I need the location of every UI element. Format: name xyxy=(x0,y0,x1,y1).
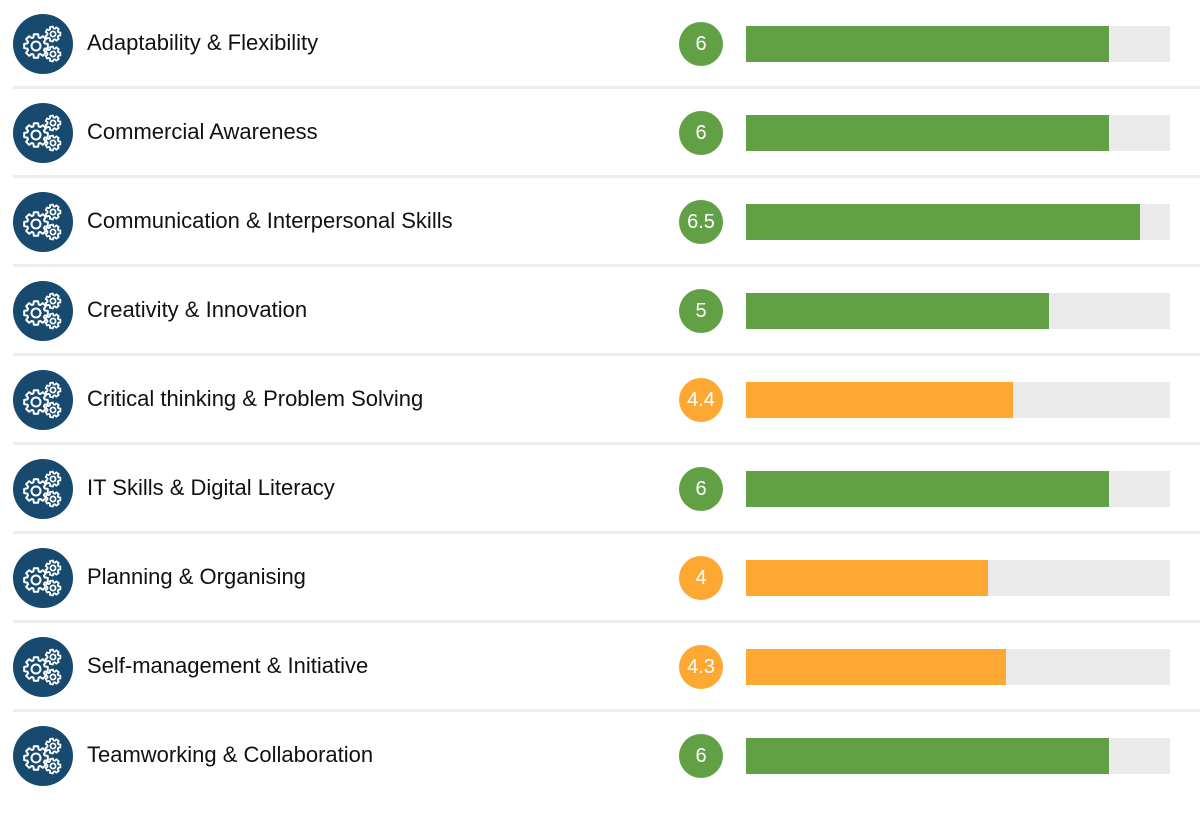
gears-icon xyxy=(13,281,73,341)
skill-progress-fill xyxy=(746,382,1013,418)
skill-row: Creativity & Innovation 5 xyxy=(13,267,1200,356)
skill-progress-fill xyxy=(746,204,1140,240)
skill-progress-fill xyxy=(746,471,1110,507)
skill-row: Commercial Awareness 6 xyxy=(13,89,1200,178)
skill-row: Self-management & Initiative 4.3 xyxy=(13,623,1200,712)
gears-icon xyxy=(13,726,73,786)
skill-progress-fill xyxy=(746,26,1110,62)
skill-score-badge: 6 xyxy=(679,734,723,778)
skill-progress-track xyxy=(746,649,1170,685)
gears-icon xyxy=(13,459,73,519)
skill-row: Adaptability & Flexibility 6 xyxy=(13,0,1200,89)
skill-progress-fill xyxy=(746,649,1007,685)
skill-score-badge: 4 xyxy=(679,556,723,600)
skill-progress-track xyxy=(746,560,1170,596)
skill-label: Creativity & Innovation xyxy=(87,297,308,322)
skill-row: Teamworking & Collaboration 6 xyxy=(13,712,1200,798)
skill-progress-track xyxy=(746,115,1170,151)
skill-progress-fill xyxy=(746,115,1110,151)
skill-label: IT Skills & Digital Literacy xyxy=(87,475,335,500)
skill-row: IT Skills & Digital Literacy 6 xyxy=(13,445,1200,534)
skill-progress-track xyxy=(746,26,1170,62)
gears-icon xyxy=(13,103,73,163)
gears-icon xyxy=(13,548,73,608)
skill-progress-track xyxy=(746,204,1170,240)
skill-progress-track xyxy=(746,293,1170,329)
skill-label: Adaptability & Flexibility xyxy=(87,30,319,55)
skill-score-badge: 6 xyxy=(679,111,723,155)
skill-progress-track xyxy=(746,471,1170,507)
gears-icon xyxy=(13,192,73,252)
skill-score-badge: 6.5 xyxy=(679,200,723,244)
skill-score-badge: 5 xyxy=(679,289,723,333)
skill-label: Self-management & Initiative xyxy=(87,653,369,678)
skill-label: Critical thinking & Problem Solving xyxy=(87,386,424,411)
skill-label: Planning & Organising xyxy=(87,564,306,589)
skill-row: Critical thinking & Problem Solving 4.4 xyxy=(13,356,1200,445)
skill-progress-fill xyxy=(746,738,1110,774)
skill-score-badge: 6 xyxy=(679,22,723,66)
gears-icon xyxy=(13,637,73,697)
skill-score-badge: 4.4 xyxy=(679,378,723,422)
skill-progress-track xyxy=(746,738,1170,774)
skill-label: Commercial Awareness xyxy=(87,119,318,144)
skills-list: Adaptability & Flexibility 6 Commercial … xyxy=(13,0,1200,798)
skill-progress-fill xyxy=(746,293,1049,329)
gears-icon xyxy=(13,14,73,74)
skill-label: Communication & Interpersonal Skills xyxy=(87,208,453,233)
skill-progress-track xyxy=(746,382,1170,418)
skill-score-badge: 6 xyxy=(679,467,723,511)
gears-icon xyxy=(13,370,73,430)
skill-progress-fill xyxy=(746,560,989,596)
skill-row: Communication & Interpersonal Skills 6.5 xyxy=(13,178,1200,267)
skill-label: Teamworking & Collaboration xyxy=(87,742,374,767)
skill-row: Planning & Organising 4 xyxy=(13,534,1200,623)
skill-score-badge: 4.3 xyxy=(679,645,723,689)
